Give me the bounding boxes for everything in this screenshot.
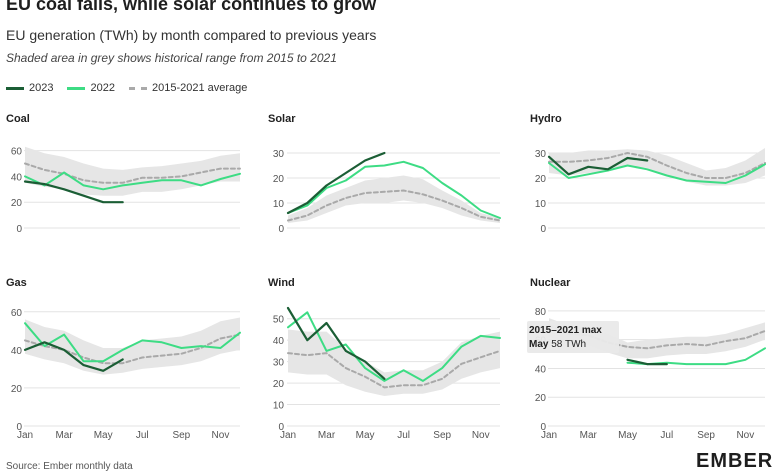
panel-title: Wind (268, 277, 295, 289)
legend-swatch-2022 (67, 86, 86, 90)
y-tick-label: 0 (540, 422, 546, 433)
x-tick-label: Sep (172, 430, 190, 441)
ember-logo: EMBER (696, 450, 774, 472)
y-tick-label: 80 (535, 307, 547, 318)
source-note: Source: Ember monthly data (6, 461, 133, 472)
chart-note: Shaded area in grey shows historical ran… (6, 51, 337, 65)
x-tick-label: Nov (212, 430, 230, 441)
y-tick-label: 20 (273, 379, 285, 390)
line-2023 (286, 306, 386, 380)
x-tick-label: Mar (318, 430, 336, 441)
x-tick-label: Mar (580, 430, 598, 441)
y-tick-label: 40 (11, 172, 23, 183)
y-tick-label: 0 (16, 422, 22, 433)
y-tick-label: 0 (540, 224, 546, 235)
line-2023 (626, 358, 668, 366)
line-2022 (287, 160, 501, 219)
range-band (288, 175, 500, 223)
line-average (287, 189, 501, 222)
x-tick-label: Jul (136, 430, 149, 441)
annotation-line1: 2015–2021 max (529, 325, 602, 336)
range-band (25, 146, 240, 196)
x-tick-label: May (618, 430, 637, 441)
y-tick-label: 30 (535, 149, 547, 160)
panel-gas: Gas 0 20 40 60 Jan Mar May Jul Sep Nov (6, 277, 241, 441)
panel-hydro: Hydro 0 10 20 30 (530, 113, 766, 235)
y-tick-label: 10 (535, 199, 547, 210)
y-tick-label: 20 (11, 198, 23, 209)
line-2022 (24, 322, 241, 363)
line-2022 (287, 311, 501, 382)
x-tick-label: Mar (55, 430, 73, 441)
line-2022 (24, 171, 241, 191)
y-tick-label: 60 (11, 147, 23, 158)
chart-title: EU coal falls, while solar continues to … (6, 0, 377, 14)
line-2023 (547, 155, 649, 176)
x-tick-label: Nov (736, 430, 754, 441)
chart-subtitle: EU generation (TWh) by month compared to… (6, 27, 377, 43)
legend-label-2023: 2023 (29, 82, 54, 94)
panel-title: Gas (6, 277, 27, 289)
y-tick-label: 10 (273, 401, 285, 412)
line-2023 (286, 151, 386, 215)
x-tick-label: May (94, 430, 113, 441)
line-average (24, 162, 241, 184)
x-tick-label: Jul (660, 430, 673, 441)
legend-swatch-2023 (6, 86, 24, 90)
x-tick-label: Jan (280, 430, 296, 441)
y-tick-label: 0 (16, 224, 22, 235)
line-average (548, 152, 766, 179)
legend: 2023 2022 2015-2021 average (6, 81, 261, 95)
panel-title: Solar (268, 113, 296, 125)
y-tick-label: 0 (278, 224, 284, 235)
legend-item-average: 2015-2021 average (128, 82, 248, 94)
line-2023 (23, 341, 124, 372)
y-tick-label: 10 (273, 199, 285, 210)
x-tick-label: Jan (17, 430, 33, 441)
y-tick-label: 20 (273, 174, 285, 185)
legend-item-2022: 2022 (67, 82, 115, 94)
range-band (549, 148, 765, 186)
annotation-line2: May 58 TWh (529, 339, 586, 350)
y-tick-label: 50 (273, 315, 285, 326)
y-tick-label: 60 (11, 308, 23, 319)
panel-title: Coal (6, 113, 30, 125)
panel-title: Nuclear (530, 277, 571, 289)
legend-label-average: 2015-2021 average (151, 82, 248, 94)
y-tick-label: 20 (535, 174, 547, 185)
y-tick-label: 40 (273, 336, 285, 347)
panel-wind: Wind 0 10 20 30 40 50 Jan Mar May Jul Sep Nov (268, 277, 501, 441)
x-tick-label: Jan (541, 430, 557, 441)
panel-title: Hydro (530, 113, 562, 125)
x-tick-label: Nov (472, 430, 490, 441)
legend-swatch-average (128, 86, 147, 90)
panel-coal: Coal 0 20 40 60 (6, 113, 241, 235)
x-tick-label: May (356, 430, 375, 441)
y-tick-label: 30 (273, 358, 285, 369)
line-2023 (23, 180, 124, 204)
annotation-max-label: 2015–2021 max May 58 TWh (527, 321, 619, 353)
x-tick-label: Jul (397, 430, 410, 441)
y-tick-label: 20 (535, 393, 547, 404)
x-tick-label: Sep (697, 430, 715, 441)
line-2022 (548, 162, 766, 184)
legend-label-2022: 2022 (90, 82, 115, 94)
line-average (287, 349, 501, 389)
panel-solar: Solar 0 10 20 30 (268, 113, 501, 235)
y-tick-label: 40 (11, 346, 23, 357)
panel-nuclear: Nuclear020406080JanMarMayJulSepNov2015–2… (527, 277, 766, 441)
legend-item-2023: 2023 (6, 82, 53, 94)
y-tick-label: 20 (11, 384, 23, 395)
y-tick-label: 40 (535, 364, 547, 375)
annotation-box (527, 321, 619, 353)
y-tick-label: 30 (273, 149, 285, 160)
y-tick-label: 0 (278, 422, 284, 433)
x-tick-label: Sep (433, 430, 451, 441)
